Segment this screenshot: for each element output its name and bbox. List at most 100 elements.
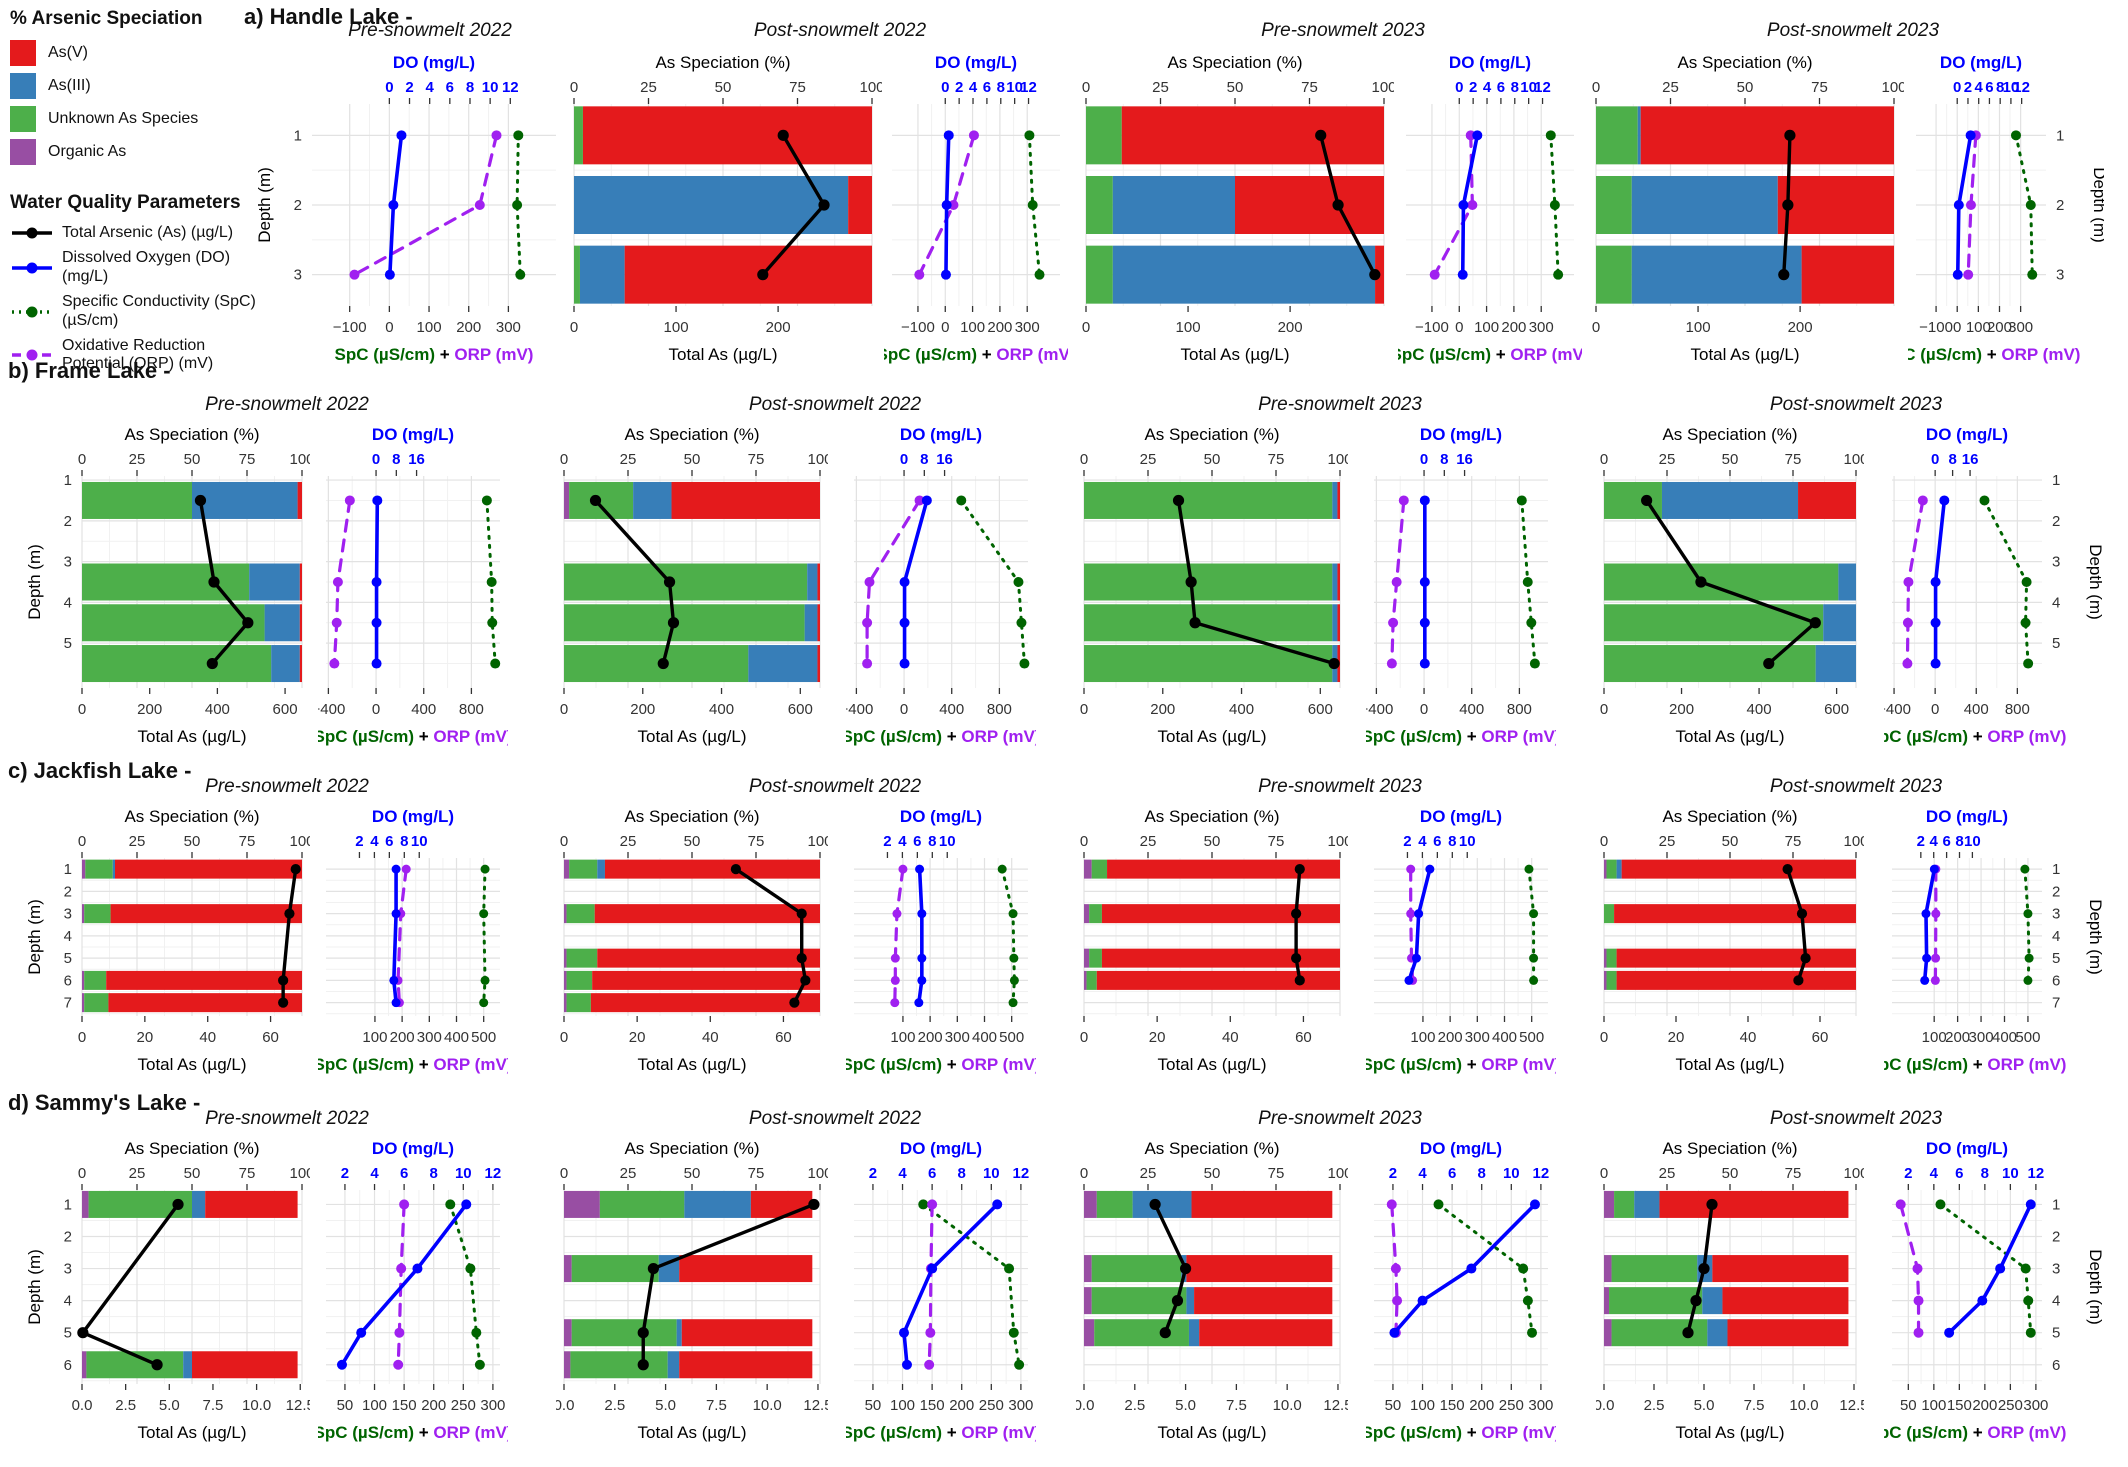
- svg-text:2.5: 2.5: [1644, 1397, 1665, 1414]
- svg-text:SpC (µS/cm) + ORP (mV): SpC (µS/cm) + ORP (mV): [846, 1055, 1036, 1074]
- sammy-post-snowmelt-2022-speciation-panel: As Speciation (%) 0 25 50 75 100 0.0 2.5 5.0 7.5 1…: [554, 1132, 833, 1462]
- svg-text:75: 75: [748, 833, 765, 850]
- svg-text:0.0: 0.0: [72, 1397, 93, 1414]
- svg-text:25: 25: [620, 451, 637, 468]
- svg-text:2: 2: [955, 79, 963, 96]
- group-title-sammy-post-snowmelt-2022: Post-snowmelt 2022: [748, 1108, 922, 1129]
- group-title-jackfish-post-snowmelt-2022: Post-snowmelt 2022: [748, 776, 922, 797]
- legend-item-spc: Specific Conductivity (SpC) (µS/cm): [10, 293, 260, 330]
- svg-text:10: 10: [1459, 833, 1476, 850]
- svg-text:0: 0: [1600, 833, 1608, 850]
- svg-text:8: 8: [1448, 833, 1456, 850]
- svg-text:100: 100: [289, 833, 310, 850]
- svg-text:25: 25: [620, 833, 637, 850]
- svg-text:100: 100: [1881, 79, 1904, 96]
- svg-text:0: 0: [1931, 451, 1939, 468]
- svg-text:800: 800: [987, 701, 1012, 718]
- svg-text:2: 2: [869, 1165, 877, 1182]
- svg-text:1: 1: [2052, 1196, 2060, 1213]
- svg-text:100: 100: [890, 1397, 915, 1414]
- svg-text:3: 3: [64, 554, 72, 571]
- group-title-handle-pre-snowmelt-2023: Pre-snowmelt 2023: [1261, 20, 1425, 41]
- group-title-jackfish-post-snowmelt-2023: Post-snowmelt 2023: [1769, 776, 1943, 797]
- asv-label: As(V): [48, 43, 88, 61]
- asiii-swatch: [10, 73, 36, 99]
- row-label-frame: b) Frame Lake -: [8, 358, 171, 383]
- svg-text:−100: −100: [1415, 319, 1449, 336]
- svg-text:5: 5: [2052, 1325, 2060, 1342]
- svg-text:As Speciation (%): As Speciation (%): [124, 1139, 259, 1158]
- svg-text:DO (mg/L): DO (mg/L): [900, 425, 982, 444]
- svg-text:−400: −400: [318, 701, 345, 718]
- svg-text:0: 0: [1420, 701, 1428, 718]
- legend-item-asiii: As(III): [10, 73, 260, 99]
- svg-text:300: 300: [945, 1029, 970, 1046]
- svg-text:4: 4: [1930, 833, 1939, 850]
- spc-line-icon: [10, 304, 54, 320]
- svg-text:As Speciation (%): As Speciation (%): [624, 1139, 759, 1158]
- svg-text:300: 300: [1015, 319, 1040, 336]
- svg-text:200: 200: [456, 319, 481, 336]
- svg-text:25: 25: [1140, 451, 1157, 468]
- svg-text:4: 4: [1930, 1165, 1939, 1182]
- svg-text:4: 4: [1483, 79, 1492, 96]
- svg-text:400: 400: [1992, 1029, 2017, 1046]
- svg-text:Total As (µg/L): Total As (µg/L): [1675, 727, 1784, 746]
- svg-text:DO (mg/L): DO (mg/L): [1449, 53, 1531, 72]
- svg-text:300: 300: [1528, 1397, 1553, 1414]
- frame-post-snowmelt-2023-speciation-panel: As Speciation (%) 0 25 50 75 100 0 200 400 600 Tot…: [1596, 418, 1869, 768]
- svg-text:300: 300: [1465, 1029, 1490, 1046]
- svg-text:0: 0: [560, 1165, 568, 1182]
- svg-text:0: 0: [1953, 79, 1961, 96]
- svg-text:Total As (µg/L): Total As (µg/L): [1157, 1423, 1266, 1442]
- svg-text:Depth (m): Depth (m): [2086, 899, 2104, 975]
- svg-text:25: 25: [1140, 1165, 1157, 1182]
- svg-text:As Speciation (%): As Speciation (%): [1144, 807, 1279, 826]
- svg-text:−100: −100: [333, 319, 367, 336]
- svg-text:250: 250: [451, 1397, 476, 1414]
- svg-text:2: 2: [1964, 79, 1972, 96]
- svg-text:200: 200: [1669, 701, 1694, 718]
- svg-text:400: 400: [1459, 701, 1484, 718]
- svg-text:4: 4: [2052, 928, 2060, 945]
- svg-text:0: 0: [560, 1029, 568, 1046]
- svg-text:6: 6: [2052, 972, 2060, 989]
- svg-text:0: 0: [1080, 701, 1088, 718]
- svg-text:0: 0: [372, 451, 380, 468]
- svg-text:12: 12: [2028, 1165, 2045, 1182]
- svg-text:50: 50: [684, 1165, 701, 1182]
- svg-text:5: 5: [64, 950, 72, 967]
- svg-text:2.5: 2.5: [1124, 1397, 1145, 1414]
- svg-text:400: 400: [205, 701, 230, 718]
- svg-text:12: 12: [485, 1165, 502, 1182]
- svg-text:0: 0: [385, 79, 393, 96]
- svg-text:0: 0: [78, 451, 86, 468]
- svg-text:SpC (µS/cm) + ORP (mV): SpC (µS/cm) + ORP (mV): [846, 727, 1036, 746]
- svg-text:600: 600: [1308, 701, 1333, 718]
- svg-text:300: 300: [1969, 1029, 1994, 1046]
- svg-text:DO (mg/L): DO (mg/L): [1420, 1139, 1502, 1158]
- svg-text:6: 6: [400, 1165, 408, 1182]
- svg-text:8: 8: [400, 833, 408, 850]
- svg-text:DO (mg/L): DO (mg/L): [372, 807, 454, 826]
- svg-text:As Speciation (%): As Speciation (%): [1144, 425, 1279, 444]
- svg-text:100: 100: [417, 319, 442, 336]
- svg-text:50: 50: [1204, 451, 1221, 468]
- svg-text:SpC (µS/cm) + ORP (mV): SpC (µS/cm) + ORP (mV): [846, 1423, 1036, 1442]
- svg-text:Total As (µg/L): Total As (µg/L): [637, 1055, 746, 1074]
- svg-text:1: 1: [294, 127, 302, 144]
- svg-text:16: 16: [936, 451, 953, 468]
- svg-text:100: 100: [859, 79, 882, 96]
- svg-text:2: 2: [2052, 513, 2060, 530]
- handle-post-snowmelt-2022-speciation-panel: As Speciation (%) 0 25 50 75 100 0 100 200 Total …: [566, 46, 885, 382]
- svg-text:250: 250: [979, 1397, 1004, 1414]
- svg-text:75: 75: [1811, 79, 1828, 96]
- svg-text:6: 6: [385, 833, 393, 850]
- svg-text:500: 500: [1519, 1029, 1544, 1046]
- svg-text:3: 3: [294, 267, 302, 284]
- svg-text:100: 100: [1327, 451, 1348, 468]
- svg-text:5.0: 5.0: [1175, 1397, 1196, 1414]
- svg-text:0.0: 0.0: [556, 1397, 574, 1414]
